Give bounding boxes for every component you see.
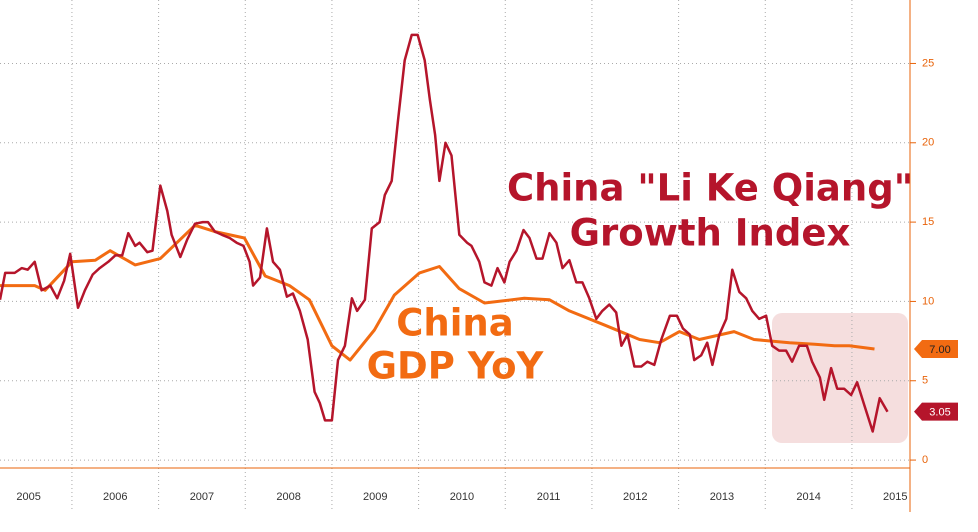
x-tick-label: 2011 (537, 491, 561, 503)
x-tick-label: 2006 (103, 491, 127, 503)
last-value-tag (914, 402, 958, 421)
series-annotation: GDP YoY (367, 345, 545, 388)
y-tick-label: 0 (922, 454, 928, 466)
y-tick-label: 25 (922, 57, 934, 69)
x-tick-label: 2007 (190, 491, 214, 503)
series-annotation: China (396, 302, 514, 345)
series-annotation: Growth Index (570, 212, 851, 255)
x-tick-label: 2008 (276, 491, 300, 503)
x-tick-label: 2010 (450, 491, 474, 503)
x-tick-label: 2005 (16, 491, 40, 503)
x-tick-label: 2009 (363, 491, 387, 503)
y-tick-label: 20 (922, 137, 934, 149)
series-annotation: China "Li Ke Qiang" (507, 167, 913, 210)
last-value-tag (914, 340, 958, 359)
last-value-label: 7.00 (929, 344, 950, 356)
x-tick-label: 2015 (883, 491, 907, 503)
y-tick-label: 5 (922, 375, 928, 387)
x-tick-label: 2013 (710, 491, 734, 503)
series-line (0, 223, 875, 362)
highlight-box (772, 313, 908, 443)
x-tick-label: 2014 (796, 491, 820, 503)
last-value-label: 3.05 (929, 407, 950, 419)
series-line (0, 33, 889, 433)
y-tick-label: 10 (922, 295, 934, 307)
y-tick-label: 15 (922, 216, 934, 228)
x-tick-label: 2012 (623, 491, 647, 503)
